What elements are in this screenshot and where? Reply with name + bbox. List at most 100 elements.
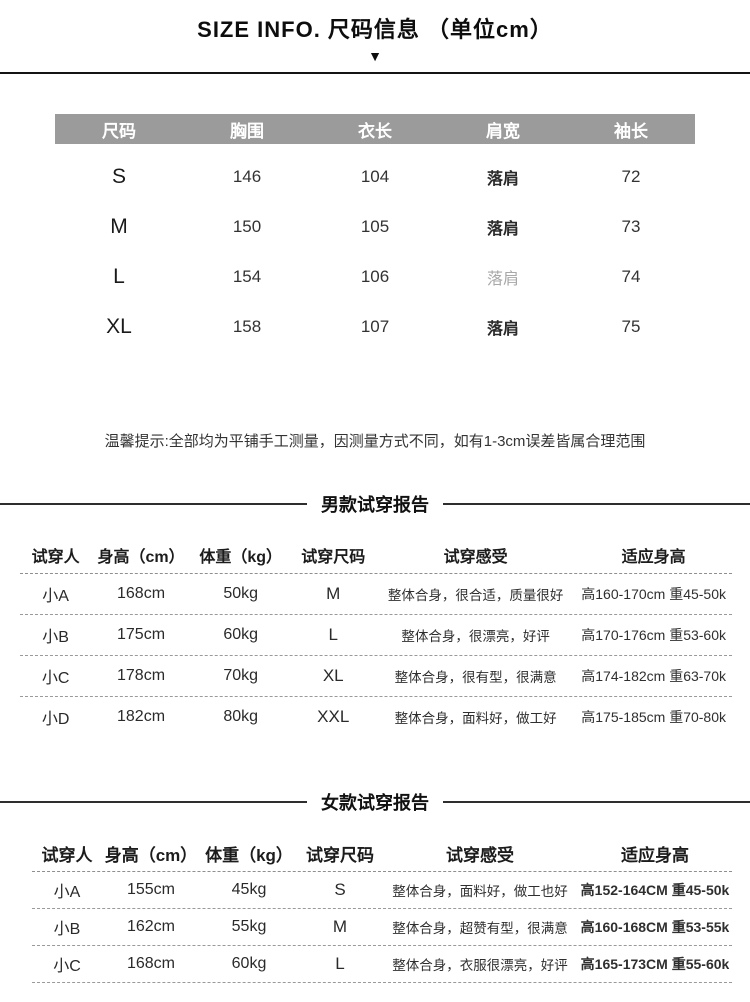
shoulder-cell: 落肩	[486, 321, 519, 338]
women-section-title-row: 女款试穿报告	[0, 789, 750, 815]
column-header-height: 身高（cm）	[104, 845, 198, 865]
trysize-cell: XL	[322, 666, 344, 685]
column-header-tester: 试穿人	[31, 549, 80, 566]
tester-cell: 小A	[53, 884, 81, 901]
fitrange-cell: 高174-182cm 重63-70k	[581, 668, 727, 684]
column-header-size: 尺码	[102, 121, 136, 141]
weight-cell: 55kg	[231, 918, 267, 935]
trysize-cell: M	[332, 917, 348, 936]
men-section-title-row: 男款试穿报告	[0, 491, 750, 517]
trysize-cell: S	[334, 880, 346, 899]
shoulder-cell: 落肩	[486, 271, 519, 288]
height-cell: 182cm	[117, 708, 166, 725]
height-cell: 168cm	[117, 585, 166, 602]
sleeve-cell: 75	[621, 317, 641, 336]
tester-cell: 小B	[42, 629, 69, 646]
tester-cell: 小C	[41, 670, 70, 687]
column-header-length: 衣长	[358, 121, 392, 141]
chest-cell: 154	[232, 267, 262, 286]
tester-cell: 小C	[53, 958, 81, 975]
height-cell: 155cm	[126, 881, 176, 898]
column-header-shoulder: 肩宽	[486, 121, 520, 141]
size-cell: S	[111, 165, 126, 188]
page-header: SIZE INFO. 尺码信息 （单位cm） ▼	[0, 0, 750, 63]
weight-cell: 60kg	[231, 955, 267, 972]
feel-cell: 整体合身，很合适，质量很好	[387, 588, 564, 603]
length-cell: 105	[360, 217, 390, 236]
tester-cell: 小B	[53, 921, 81, 938]
column-header-chest: 胸围	[230, 121, 264, 141]
trysize-cell: XXL	[317, 707, 350, 726]
column-header-trysize: 试穿尺码	[306, 845, 374, 865]
column-header-trysize: 试穿尺码	[301, 549, 366, 566]
column-header-weight: 体重（kg）	[205, 845, 293, 865]
table-row: XL 158 107 落肩 75	[55, 302, 695, 352]
divider-line	[0, 503, 307, 505]
fitrange-cell: 高160-170cm 重45-50k	[581, 586, 727, 602]
sleeve-cell: 74	[621, 267, 641, 286]
column-header-feel: 试穿感受	[446, 845, 514, 865]
trysize-cell: L	[335, 954, 345, 973]
divider-line	[443, 801, 750, 803]
down-triangle-icon: ▼	[368, 48, 382, 64]
fitrange-cell: 高152-164CM 重45-50k	[580, 882, 730, 898]
women-fit-table: 试穿人 身高（cm） 体重（kg） 试穿尺码 试穿感受 适应身高 小A 155c…	[32, 835, 732, 983]
column-header-feel: 试穿感受	[443, 549, 508, 566]
table-row: 小B 175cm 60kg L 整体合身，很漂亮，好评 高170-176cm 重…	[20, 615, 732, 656]
table-row: 小D 182cm 80kg XXL 整体合身，面料好，做工好 高175-185c…	[20, 697, 732, 737]
size-table-body: S 146 104 落肩 72 M 150 105 落肩 73 L 154 10…	[55, 144, 695, 352]
page-title: SIZE INFO. 尺码信息 （单位cm）	[197, 17, 553, 42]
size-table: 尺码 胸围 衣长 肩宽 袖长 S 146 104 落肩 72 M 150 105…	[55, 114, 695, 352]
column-header-sleeve: 袖长	[614, 121, 648, 141]
table-row: 小A 155cm 45kg S 整体合身，面料好，做工也好 高152-164CM…	[32, 872, 732, 909]
fit-table-header-row: 试穿人 身高（cm） 体重（kg） 试穿尺码 试穿感受 适应身高	[32, 835, 732, 872]
women-section-title: 女款试穿报告	[321, 793, 429, 813]
column-header-height: 身高（cm）	[97, 549, 185, 566]
table-row: 小B 162cm 55kg M 整体合身，超赞有型，很满意 高160-168CM…	[32, 909, 732, 946]
divider-line	[443, 503, 750, 505]
size-cell: L	[113, 265, 125, 288]
column-header-weight: 体重（kg）	[199, 549, 283, 566]
fit-table-header-row: 试穿人 身高（cm） 体重（kg） 试穿尺码 试穿感受 适应身高	[20, 537, 732, 574]
feel-cell: 整体合身，衣服很漂亮，好评	[392, 958, 568, 973]
table-row: M 150 105 落肩 73	[55, 202, 695, 252]
sleeve-cell: 72	[621, 167, 641, 186]
size-cell: XL	[106, 315, 132, 338]
chest-cell: 158	[232, 317, 262, 336]
weight-cell: 60kg	[223, 626, 259, 643]
header-divider	[0, 72, 750, 74]
feel-cell: 整体合身，很有型，很满意	[394, 670, 557, 685]
height-cell: 162cm	[126, 918, 176, 935]
feel-cell: 整体合身，面料好，做工好	[394, 711, 557, 726]
weight-cell: 45kg	[231, 881, 267, 898]
tester-cell: 小D	[41, 711, 70, 728]
men-section-title: 男款试穿报告	[321, 495, 429, 515]
height-cell: 178cm	[117, 667, 166, 684]
column-header-fitrange: 适应身高	[621, 845, 689, 865]
tester-cell: 小A	[42, 588, 69, 605]
weight-cell: 80kg	[223, 708, 259, 725]
men-fit-table: 试穿人 身高（cm） 体重（kg） 试穿尺码 试穿感受 适应身高 小A 168c…	[20, 537, 732, 737]
measurement-tip: 温馨提示:全部均为平铺手工测量，因测量方式不同，如有1-3cm误差皆属合理范围	[104, 433, 646, 450]
column-header-fitrange: 适应身高	[621, 549, 686, 566]
table-row: L 154 106 落肩 74	[55, 252, 695, 302]
shoulder-cell: 落肩	[486, 221, 519, 238]
trysize-cell: M	[326, 584, 341, 603]
weight-cell: 50kg	[223, 585, 259, 602]
height-cell: 175cm	[117, 626, 166, 643]
table-row: 小A 168cm 50kg M 整体合身，很合适，质量很好 高160-170cm…	[20, 574, 732, 615]
men-report-section: 男款试穿报告 试穿人 身高（cm） 体重（kg） 试穿尺码 试穿感受 适应身高 …	[0, 491, 750, 737]
feel-cell: 整体合身，面料好，做工也好	[392, 884, 568, 899]
shoulder-cell: 落肩	[486, 171, 519, 188]
fitrange-cell: 高165-173CM 重55-60k	[580, 956, 730, 972]
table-row: S 146 104 落肩 72	[55, 152, 695, 202]
length-cell: 107	[360, 317, 390, 336]
feel-cell: 整体合身，超赞有型，很满意	[392, 921, 568, 936]
women-report-section: 女款试穿报告 试穿人 身高（cm） 体重（kg） 试穿尺码 试穿感受 适应身高 …	[0, 789, 750, 983]
table-row: 小C 168cm 60kg L 整体合身，衣服很漂亮，好评 高165-173CM…	[32, 946, 732, 983]
chest-cell: 150	[232, 217, 262, 236]
table-row: 小C 178cm 70kg XL 整体合身，很有型，很满意 高174-182cm…	[20, 656, 732, 697]
feel-cell: 整体合身，很漂亮，好评	[401, 629, 550, 644]
chest-cell: 146	[232, 167, 262, 186]
trysize-cell: L	[328, 625, 338, 644]
